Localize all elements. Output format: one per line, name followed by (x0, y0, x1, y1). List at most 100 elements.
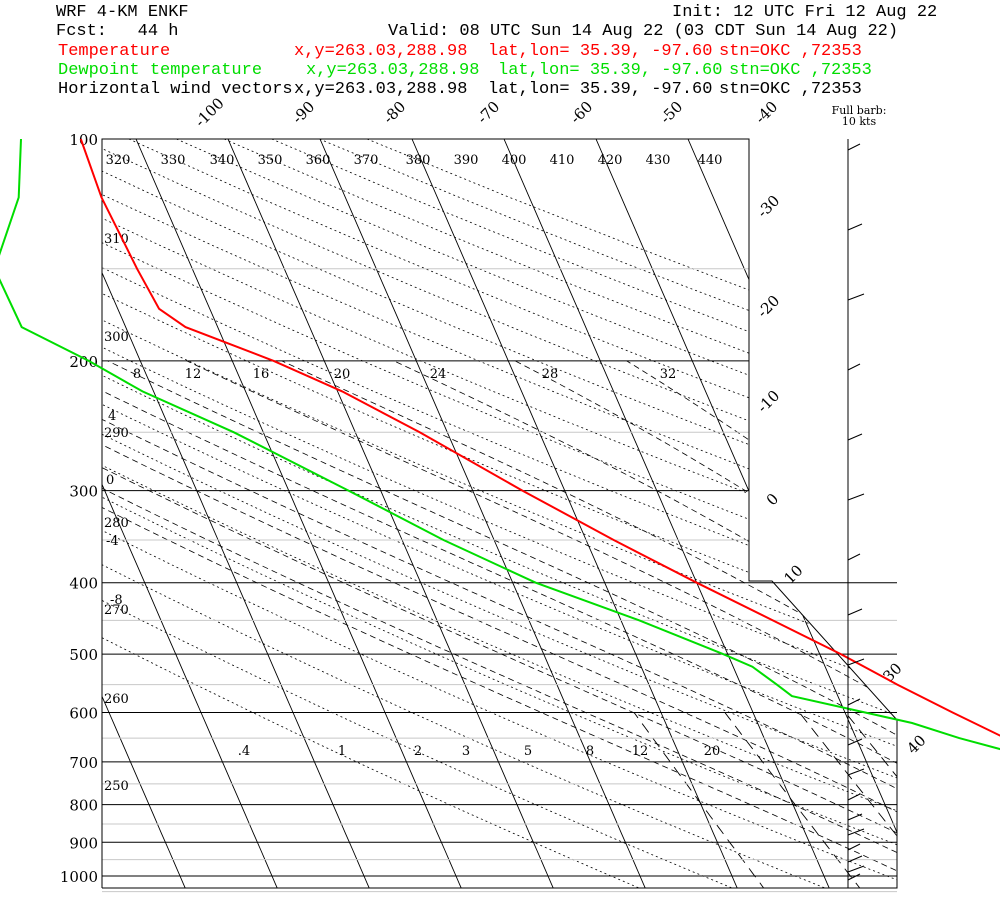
moist-adiabat-label: 12 (185, 367, 202, 382)
theta-label: 410 (550, 153, 575, 168)
plot-border (101, 138, 898, 889)
isotherm-label: -50 (657, 98, 687, 128)
moist-adiabat-line (102, 360, 897, 888)
wind-barb (847, 363, 861, 371)
isotherm-line (964, 139, 1000, 892)
pressure-tick-800: 800 (69, 797, 98, 815)
dry-adiabat-side-label: 290 (104, 426, 129, 441)
mixing-ratio-label: 12 (632, 744, 649, 759)
legend-temperature-stn: stn=OKC ,72353 (719, 42, 862, 61)
pressure-tick-400: 400 (69, 575, 98, 593)
dry-adiabat-side-label: 310 (104, 232, 129, 247)
mixing-ratio-label: 8 (586, 744, 594, 759)
moist-side-label: 0 (106, 473, 114, 488)
wind-barb (847, 608, 863, 616)
dry-adiabat-line (102, 139, 897, 888)
mixing-ratio-label: 20 (704, 744, 721, 759)
legend-wind-stn: stn=OKC ,72353 (719, 80, 862, 99)
legend-wind-latlon: lat,lon= 35.39, -97.60 (488, 80, 713, 99)
wind-barb (847, 865, 865, 873)
wind-barb (847, 813, 863, 821)
isotherm-label: -80 (380, 98, 410, 128)
legend-dewpoint-stn: stn=OKC ,72353 (729, 61, 872, 80)
isotherm-label: -60 (567, 98, 597, 128)
moist-adiabat-line (102, 360, 897, 888)
theta-label: 320 (106, 153, 131, 168)
theta-label: 370 (354, 153, 379, 168)
theta-label: 330 (161, 153, 186, 168)
dry-adiabat-line (102, 139, 897, 888)
moist-adiabat-line (102, 360, 897, 888)
mixing-ratio-line (965, 713, 1000, 892)
isotherm-line (779, 139, 897, 888)
mixing-ratio-line (799, 712, 897, 888)
dry-adiabat-line (102, 139, 897, 888)
mixing-ratio-label: .4 (238, 744, 250, 759)
dry-adiabat-line (102, 139, 897, 888)
dry-adiabat-line (102, 139, 641, 888)
model-title: WRF 4-KM ENKF (56, 3, 189, 22)
wind-barb (847, 293, 865, 301)
wind-barb (847, 873, 861, 881)
pressure-tick-600: 600 (69, 704, 98, 722)
moist-adiabat-label: 32 (660, 367, 677, 382)
legend-temperature-latlon: lat,lon= 35.39, -97.60 (488, 42, 713, 61)
wind-barb (847, 658, 865, 666)
dry-adiabat-line (319, 139, 897, 888)
isotherm-line (102, 139, 280, 888)
legend-dewpoint-xy: x,y=263.03,288.98 (306, 61, 480, 80)
moist-adiabat-line (393, 360, 897, 888)
isotherm-line (871, 139, 897, 888)
isotherm-line (135, 139, 464, 888)
dry-adiabat-side-label: 280 (104, 516, 129, 531)
moist-side-label: -8 (110, 593, 123, 608)
isotherm-line (227, 139, 556, 888)
mixing-ratio-label: 5 (524, 744, 532, 759)
isotherm-line (687, 139, 897, 888)
dewpoint-profile (0, 138, 1000, 751)
wind-barb (847, 828, 865, 836)
moist-adiabat-line (102, 360, 897, 888)
temperature-profile (79, 138, 1000, 737)
dry-adiabat-line (223, 139, 897, 888)
mixing-ratio-label: 2 (414, 744, 422, 759)
wind-barb (847, 768, 865, 776)
isotherm-label: -30 (754, 192, 784, 222)
barb-note-line1: Full barb: (831, 104, 887, 117)
isotherm-label: -100 (191, 94, 228, 131)
mixing-ratio-label: 3 (462, 744, 470, 759)
mixing-ratio-line (845, 712, 897, 888)
isotherm-label: 10 (780, 561, 806, 587)
isotherm-label: -70 (474, 98, 504, 128)
dry-adiabat-side-label: 270 (104, 603, 129, 618)
theta-label: 380 (406, 153, 431, 168)
dry-adiabat-line (102, 139, 897, 888)
isotherm-label: -10 (754, 387, 784, 417)
moist-adiabat-label: 24 (430, 367, 447, 382)
dry-adiabat-line (366, 139, 897, 888)
legend-wind-xy: x,y=263.03,288.98 (294, 80, 468, 99)
moist-adiabat-label: 8 (133, 367, 141, 382)
moist-adiabat-line (281, 360, 897, 888)
theta-label: 390 (454, 153, 479, 168)
legend-wind-label: Horizontal wind vectors (58, 80, 293, 99)
dry-adiabat-line (102, 139, 897, 888)
mixing-ratio-label: 1 (338, 744, 346, 759)
pressure-tick-900: 900 (69, 834, 98, 852)
isotherm-line (411, 139, 740, 888)
isotherm-line (595, 139, 897, 888)
wind-barb (847, 698, 861, 706)
wind-barb (847, 843, 861, 851)
legend-temperature-xy: x,y=263.03,288.98 (294, 42, 468, 61)
moist-adiabat-label: 28 (542, 367, 559, 382)
wind-barb (847, 143, 861, 151)
wind-barb (847, 855, 863, 863)
moist-adiabat-line (514, 360, 897, 888)
isotherm-line (503, 139, 832, 888)
init-time: Init: 12 UTC Fri 12 Aug 22 (672, 3, 938, 22)
legend-dewpoint-latlon: lat,lon= 35.39, -97.60 (498, 61, 723, 80)
legend-temperature-label: Temperature (58, 42, 171, 61)
wind-barb (847, 493, 865, 501)
dry-adiabat-side-label: 300 (104, 330, 129, 345)
moist-adiabat-line (186, 360, 897, 888)
